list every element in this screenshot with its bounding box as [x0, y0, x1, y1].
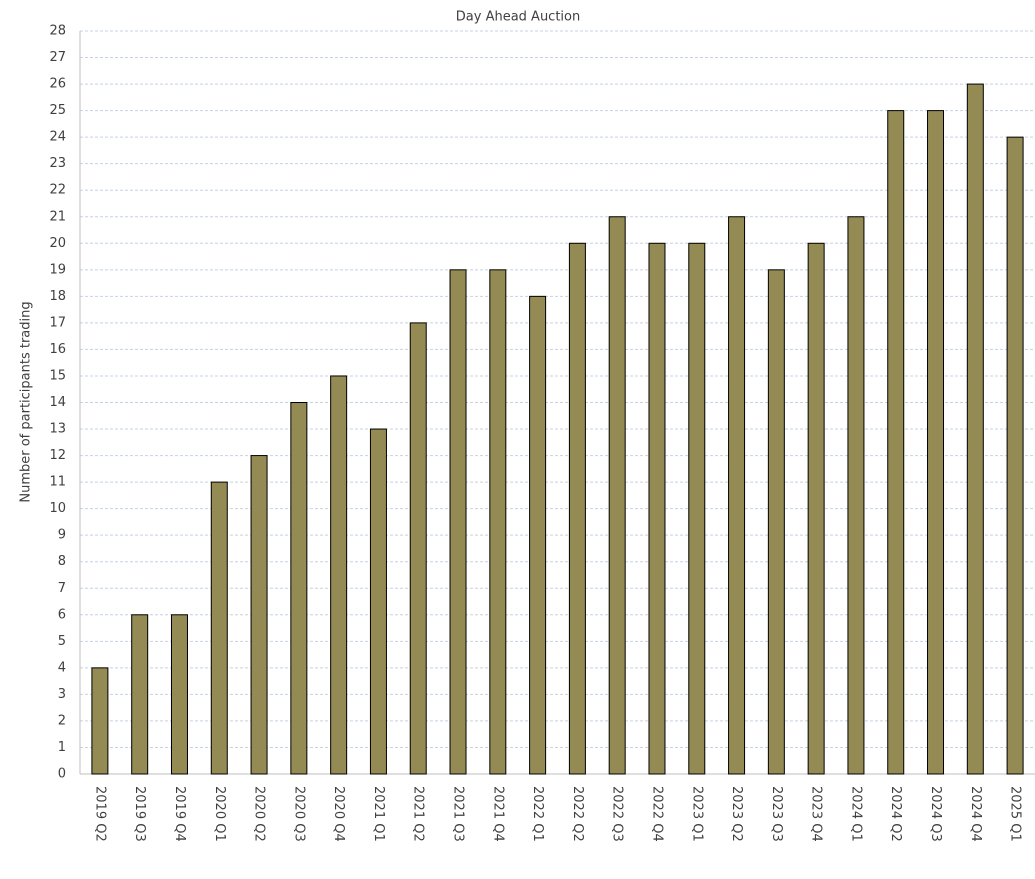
bar [91, 667, 109, 775]
x-tick-label: 2024 Q1 [848, 786, 863, 842]
y-tick-label: 18 [49, 289, 66, 304]
y-tick-label: 26 [49, 77, 66, 92]
y-tick-label: 20 [49, 236, 66, 251]
bar [688, 242, 706, 775]
x-tick-label: 2024 Q4 [968, 786, 983, 842]
y-axis-label: Number of participants trading [19, 301, 34, 502]
x-tick-label: 2024 Q2 [888, 786, 903, 842]
y-tick-label: 6 [58, 607, 66, 622]
y-tick-label: 13 [49, 422, 66, 437]
x-tick-label: 2022 Q3 [610, 786, 625, 842]
y-tick-label: 21 [49, 209, 66, 224]
x-tick-label: 2020 Q4 [331, 786, 346, 842]
y-tick-label: 11 [49, 475, 66, 490]
x-tick-label: 2021 Q4 [490, 786, 505, 842]
bar [449, 269, 467, 775]
y-tick-label: 17 [49, 315, 66, 330]
bar [728, 216, 746, 775]
x-tick-label: 2022 Q2 [570, 786, 585, 842]
y-tick-label: 22 [49, 183, 66, 198]
y-tick-label: 10 [49, 501, 66, 516]
bar [369, 428, 387, 775]
y-tick-label: 27 [49, 50, 66, 65]
bar [807, 242, 825, 775]
y-tick-label: 7 [58, 581, 66, 596]
bar [210, 481, 228, 775]
bar [1006, 136, 1024, 775]
y-tick-label: 15 [49, 368, 66, 383]
y-tick-label: 24 [49, 130, 66, 145]
y-tick-label: 0 [58, 767, 66, 782]
x-tick-label: 2022 Q1 [530, 786, 545, 842]
x-tick-label: 2019 Q2 [92, 786, 107, 842]
y-tick-label: 4 [58, 660, 66, 675]
y-tick-label: 1 [58, 740, 66, 755]
y-tick-label: 2 [58, 713, 66, 728]
y-tick-label: 9 [58, 528, 66, 543]
bar [489, 269, 507, 775]
bar [887, 110, 905, 775]
x-tick-label: 2023 Q4 [809, 786, 824, 842]
y-tick-label: 5 [58, 634, 66, 649]
x-tick-label: 2020 Q3 [291, 786, 306, 842]
y-tick-label: 28 [49, 24, 66, 39]
bar [131, 614, 149, 775]
bar [529, 295, 547, 775]
x-tick-label: 2020 Q1 [212, 786, 227, 842]
x-tick-label: 2022 Q4 [649, 786, 664, 842]
y-tick-label: 16 [49, 342, 66, 357]
bar [290, 402, 308, 775]
y-tick-label: 14 [49, 395, 66, 410]
bar [966, 83, 984, 775]
x-tick-label: 2023 Q3 [769, 786, 784, 842]
bar [608, 216, 626, 775]
bar [330, 375, 348, 775]
bar [409, 322, 427, 775]
y-tick-label: 8 [58, 554, 66, 569]
bar [927, 110, 945, 775]
x-tick-label: 2023 Q2 [729, 786, 744, 842]
x-tick-label: 2023 Q1 [689, 786, 704, 842]
x-tick-label: 2020 Q2 [252, 786, 267, 842]
bar [767, 269, 785, 775]
y-tick-label: 3 [58, 687, 66, 702]
y-tick-label: 12 [49, 448, 66, 463]
bar [847, 216, 865, 775]
x-tick-label: 2019 Q4 [172, 786, 187, 842]
y-tick-label: 25 [49, 103, 66, 118]
chart-title: Day Ahead Auction [456, 10, 580, 25]
bar [568, 242, 586, 775]
x-tick-label: 2021 Q3 [451, 786, 466, 842]
bar [648, 242, 666, 775]
y-tick-label: 23 [49, 156, 66, 171]
y-tick-label: 19 [49, 262, 66, 277]
x-tick-label: 2025 Q1 [1008, 786, 1023, 842]
x-tick-label: 2019 Q3 [132, 786, 147, 842]
bar [170, 614, 188, 775]
x-tick-label: 2021 Q2 [411, 786, 426, 842]
x-tick-label: 2021 Q1 [371, 786, 386, 842]
bar [250, 455, 268, 775]
x-tick-label: 2024 Q3 [928, 786, 943, 842]
